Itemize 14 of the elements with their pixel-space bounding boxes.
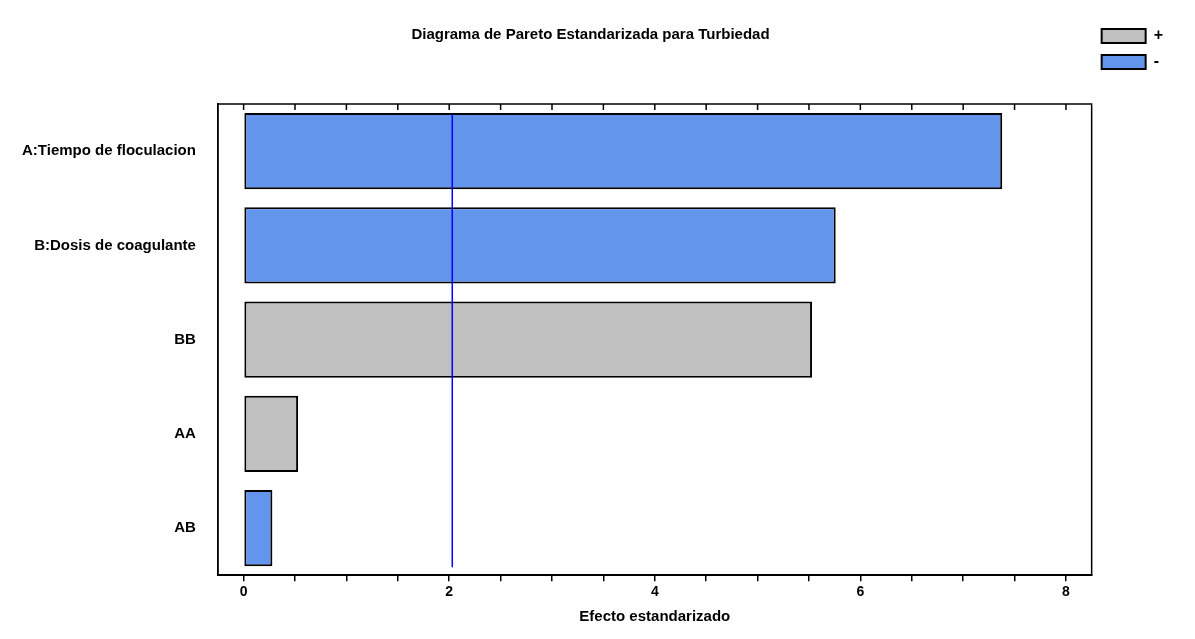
x-tick-label: 0: [239, 583, 248, 600]
x-axis-title: Efecto estandarizado: [579, 607, 731, 625]
x-tick-label: 4: [650, 583, 659, 600]
legend-label: +: [1153, 26, 1163, 44]
y-tick-label: B:Dosis de coagulante: [34, 235, 196, 253]
x-tick-label: 6: [856, 583, 865, 600]
y-tick-label: A:Tiempo de floculacion: [22, 141, 196, 159]
x-tick-label: 8: [1062, 583, 1071, 600]
x-tick-label: 2: [445, 583, 454, 600]
y-tick-label: AA: [174, 423, 197, 441]
legend-label: -: [1153, 52, 1159, 70]
y-tick-label: BB: [174, 329, 197, 347]
chart-title: Diagrama de Pareto Estandarizada para Turbiedad: [411, 25, 770, 43]
y-tick-label: AB: [174, 518, 197, 536]
